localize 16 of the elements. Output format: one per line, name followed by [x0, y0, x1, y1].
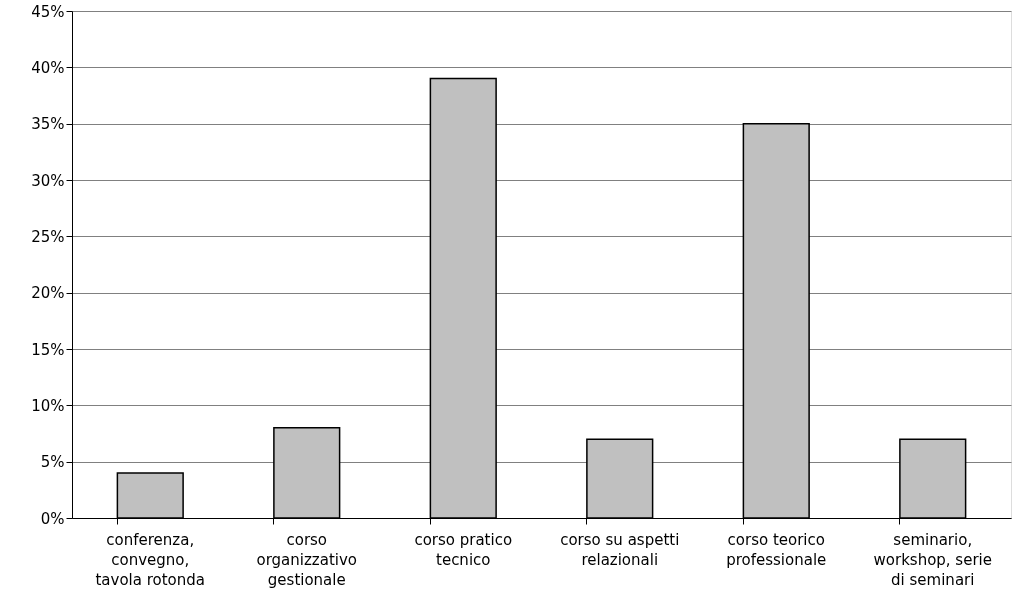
y-tick-label: 45% — [31, 2, 65, 21]
y-tick-label: 20% — [31, 284, 65, 303]
x-tick-label: corso organizzativo gestionale — [256, 530, 358, 589]
y-tick-label: 5% — [40, 453, 65, 472]
x-tick-label: corso su aspetti relazionali — [560, 530, 680, 569]
y-tick-label: 0% — [40, 509, 65, 528]
x-tick-label: corso pratico tecnico — [414, 530, 513, 569]
y-tick-label: 30% — [31, 171, 65, 190]
y-tick-label: 25% — [31, 227, 65, 246]
y-tick-label: 10% — [31, 396, 65, 415]
x-tick-label: seminario, workshop, serie di seminari — [873, 530, 992, 589]
x-tick-label: conferenza, convegno, tavola rotonda — [95, 530, 206, 589]
y-tick-label: 15% — [31, 340, 65, 359]
y-tick-label: 40% — [31, 58, 65, 77]
x-tick-label: corso teorico professionale — [726, 530, 827, 569]
y-tick-label: 35% — [31, 115, 65, 134]
